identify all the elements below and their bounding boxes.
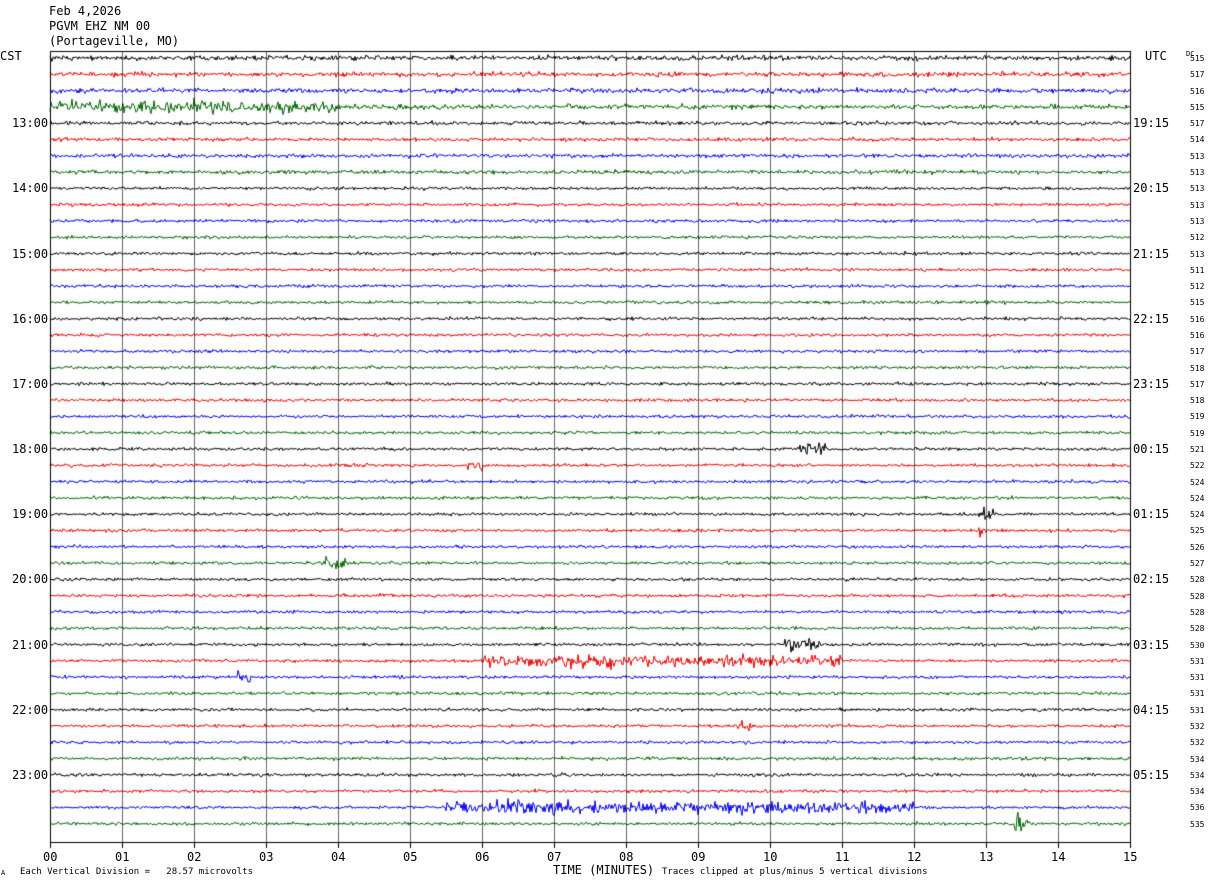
dc-offset: 512	[1190, 282, 1205, 292]
left-hour-label: 13:00	[12, 116, 49, 131]
left-hour-label: 18:00	[12, 442, 49, 456]
x-tick-label: 11	[835, 850, 850, 864]
x-tick-label: 09	[691, 850, 706, 864]
right-hour-label: 05:15	[1133, 767, 1170, 782]
dc-offset: 516	[1190, 330, 1205, 340]
dc-offset: 526	[1190, 542, 1205, 552]
x-tick-label: 08	[619, 850, 634, 864]
x-tick-label: 04	[331, 850, 346, 864]
dc-offset: 522	[1190, 461, 1205, 471]
dc-offset: 524	[1190, 477, 1205, 487]
dc-offset: 517	[1190, 347, 1205, 357]
dc-offset: 528	[1190, 575, 1205, 585]
right-hour-label: 23:15	[1133, 376, 1170, 391]
dc-label: DC	[1186, 50, 1195, 58]
clip-note: Traces clipped at plus/minus 5 vertical …	[662, 867, 928, 877]
left-hour-label: 21:00	[12, 637, 49, 652]
dc-offset: 528	[1190, 607, 1205, 617]
dc-offset: 517	[1190, 379, 1205, 389]
dc-offset: 517	[1190, 70, 1205, 80]
header-station: PGVM EHZ NM 00	[49, 19, 151, 33]
right-hour-label: 02:15	[1133, 572, 1170, 587]
dc-offset: 532	[1190, 721, 1205, 731]
dc-offset: 516	[1190, 314, 1205, 324]
dc-offset: 531	[1190, 689, 1205, 699]
dc-offset: 530	[1190, 640, 1205, 650]
right-hour-label: 20:15	[1133, 181, 1170, 196]
dc-offset: 513	[1190, 184, 1205, 194]
dc-offset: 514	[1190, 135, 1205, 145]
dc-offset: 534	[1190, 770, 1205, 780]
right-hour-label: 01:15	[1133, 507, 1170, 522]
left-hour-label: 16:00	[12, 311, 49, 326]
right-hour-label: 00:15	[1133, 442, 1170, 456]
cst-label: CST	[0, 49, 22, 63]
x-tick-label: 15	[1123, 850, 1138, 864]
header-date: Feb 4,2026	[49, 4, 122, 18]
dc-offset: 531	[1190, 705, 1205, 715]
right-hour-label: 22:15	[1133, 311, 1170, 326]
left-hour-label: 19:00	[12, 507, 49, 522]
x-tick-label: 01	[115, 850, 130, 864]
dc-offset: 517	[1190, 119, 1205, 129]
dc-offset: 518	[1190, 396, 1205, 406]
x-tick-label: 13	[979, 850, 994, 864]
dc-offset: 513	[1190, 168, 1205, 178]
x-tick-label: 07	[547, 850, 562, 864]
x-tick-label: 12	[907, 850, 922, 864]
dc-offset: 534	[1190, 754, 1205, 764]
dc-offset: 513	[1190, 249, 1205, 259]
header-location: (Portageville, MO)	[49, 34, 180, 48]
dc-offset: 513	[1190, 216, 1205, 226]
dc-offset: 518	[1190, 363, 1205, 373]
left-hour-label: 20:00	[12, 572, 49, 587]
x-tick-label: 14	[1051, 850, 1066, 864]
dc-offset: 525	[1190, 526, 1205, 536]
dc-offset: 527	[1190, 559, 1205, 569]
left-hour-label: 17:00	[12, 376, 49, 391]
dc-offset: 511	[1190, 265, 1205, 275]
right-hour-label: 04:15	[1133, 702, 1170, 717]
dc-offset: 515	[1190, 298, 1205, 308]
dc-offset: 534	[1190, 787, 1205, 797]
right-hour-label: 19:15	[1133, 116, 1170, 131]
dc-offset: 531	[1190, 673, 1205, 683]
dc-offset: 524	[1190, 493, 1205, 503]
dc-offset: 528	[1190, 591, 1205, 601]
corner-mark: A	[1, 869, 6, 877]
dc-offset: 513	[1190, 200, 1205, 210]
dc-offset: 512	[1190, 233, 1205, 243]
x-tick-label: 10	[763, 850, 778, 864]
dc-offset: 532	[1190, 738, 1205, 748]
left-hour-label: 15:00	[12, 246, 49, 261]
scale-note: Each Vertical Division = 28.57 microvolt…	[20, 867, 253, 877]
dc-offset: 519	[1190, 428, 1205, 438]
x-tick-label: 06	[475, 850, 490, 864]
dc-offset: 521	[1190, 445, 1205, 454]
dc-offset: 531	[1190, 656, 1205, 666]
utc-label: UTC	[1145, 49, 1167, 63]
dc-offset: 536	[1190, 803, 1205, 813]
left-hour-label: 22:00	[12, 702, 49, 717]
dc-offset: 524	[1190, 510, 1205, 520]
left-hour-label: 23:00	[12, 767, 49, 782]
dc-offset: 515	[1190, 102, 1205, 112]
x-tick-label: 02	[187, 850, 202, 864]
x-axis-title: TIME (MINUTES)	[553, 863, 655, 877]
dc-offset: 516	[1190, 86, 1205, 96]
x-tick-label: 05	[403, 850, 418, 864]
left-hour-label: 14:00	[12, 181, 49, 196]
dc-offset: 515	[1190, 54, 1205, 63]
x-tick-label: 03	[259, 850, 274, 864]
dc-offset: 528	[1190, 624, 1205, 634]
x-tick-label: 00	[43, 850, 58, 864]
right-hour-label: 21:15	[1133, 246, 1170, 261]
dc-offset: 519	[1190, 412, 1205, 422]
dc-offset: 535	[1190, 819, 1205, 829]
dc-offset: 513	[1190, 151, 1205, 161]
right-hour-label: 03:15	[1133, 637, 1170, 652]
